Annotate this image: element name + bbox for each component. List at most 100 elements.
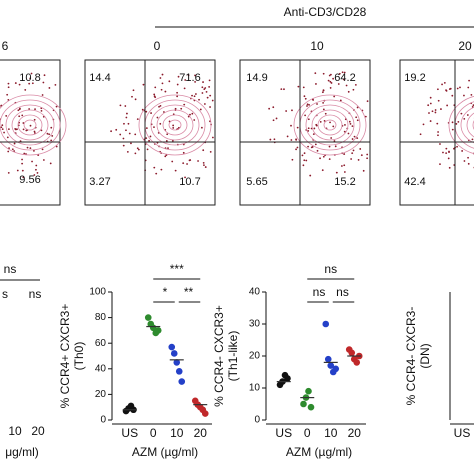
event-dot [206, 96, 209, 99]
significance: * [163, 285, 168, 299]
event-dot [453, 147, 455, 150]
event-dot [180, 107, 183, 110]
significance: *** [170, 262, 184, 276]
event-dot [156, 116, 159, 119]
event-dot [429, 120, 432, 122]
event-dot [355, 116, 358, 119]
event-dot [455, 123, 458, 125]
event-dot [186, 163, 188, 165]
data-point [353, 359, 361, 366]
event-dot [345, 84, 348, 87]
event-dot [330, 73, 332, 76]
event-dot [313, 127, 316, 130]
event-dot [168, 80, 171, 83]
event-dot [324, 112, 327, 115]
flow-frame [399, 59, 474, 206]
event-dot [134, 133, 137, 136]
y-axis-label: % CCR4- CXCR3- [404, 307, 418, 406]
event-dot [33, 130, 36, 133]
quadrant-percent: 42.4 [404, 176, 425, 188]
event-dot [50, 126, 53, 129]
event-dot [28, 82, 31, 85]
event-dot [307, 118, 310, 121]
event-dot [55, 145, 58, 148]
event-dot [434, 111, 437, 114]
event-dot [155, 172, 158, 175]
event-dot [202, 161, 205, 164]
event-dot [295, 139, 298, 141]
event-dot [195, 93, 197, 95]
event-dot [211, 99, 214, 102]
event-dot [137, 148, 140, 151]
event-dot [209, 150, 212, 153]
significance: ns [4, 262, 17, 276]
event-dot [131, 95, 133, 98]
event-dot [306, 105, 308, 107]
event-dot [50, 139, 53, 142]
event-dot [6, 136, 9, 139]
quadrant-percent: 15.2 [334, 176, 355, 188]
event-dot [49, 162, 52, 165]
event-dot [43, 74, 46, 77]
event-dot [189, 113, 191, 116]
event-dot [36, 172, 39, 174]
event-dot [322, 72, 325, 75]
event-dot [184, 176, 186, 179]
event-dot [344, 124, 346, 126]
event-dot [362, 169, 365, 172]
contour [317, 114, 343, 136]
event-dot [193, 119, 196, 121]
event-dot [343, 164, 346, 167]
event-dot [330, 137, 333, 139]
event-dot [148, 139, 150, 142]
event-dot [35, 168, 37, 171]
event-dot [48, 87, 51, 89]
event-dot [204, 87, 207, 89]
event-dot [1, 124, 4, 127]
event-dot [18, 115, 21, 118]
data-point [178, 378, 186, 385]
event-dot [41, 94, 44, 96]
event-dot [134, 98, 137, 101]
event-dot [304, 114, 307, 117]
event-dot [159, 77, 162, 79]
event-dot [26, 146, 29, 149]
x-tick-label: US [275, 426, 292, 440]
event-dot [328, 158, 331, 161]
event-dot [461, 150, 464, 152]
event-dot [161, 82, 164, 85]
event-dot [268, 107, 271, 110]
event-dot [441, 83, 443, 86]
event-dot [41, 148, 44, 151]
y-tick-label: 20 [249, 351, 261, 362]
x-tick-label: 20 [348, 426, 362, 440]
event-dot [209, 94, 212, 97]
event-dot [343, 71, 346, 74]
event-dot [11, 148, 14, 151]
y-tick-label: 60 [95, 338, 107, 349]
event-dot [349, 122, 352, 125]
event-dot [439, 163, 441, 166]
event-dot [125, 116, 128, 119]
event-dot [290, 139, 293, 141]
data-point [170, 350, 178, 357]
y-tick-label: 40 [95, 363, 107, 374]
event-dot [283, 88, 285, 91]
event-dot [29, 124, 32, 127]
event-dot [322, 155, 325, 158]
event-dot [204, 166, 207, 168]
event-dot [1, 128, 4, 131]
event-dot [7, 128, 10, 131]
event-dot [347, 132, 350, 135]
quadrant-percent: 64.2 [334, 72, 355, 84]
event-dot [303, 159, 306, 162]
event-dot [439, 143, 441, 145]
event-dot [159, 104, 162, 107]
event-dot [434, 109, 437, 111]
event-dot [33, 149, 35, 152]
event-dot [33, 174, 36, 176]
contour [168, 119, 182, 131]
event-dot [0, 126, 3, 129]
event-dot [322, 101, 325, 104]
data-point [332, 365, 340, 373]
